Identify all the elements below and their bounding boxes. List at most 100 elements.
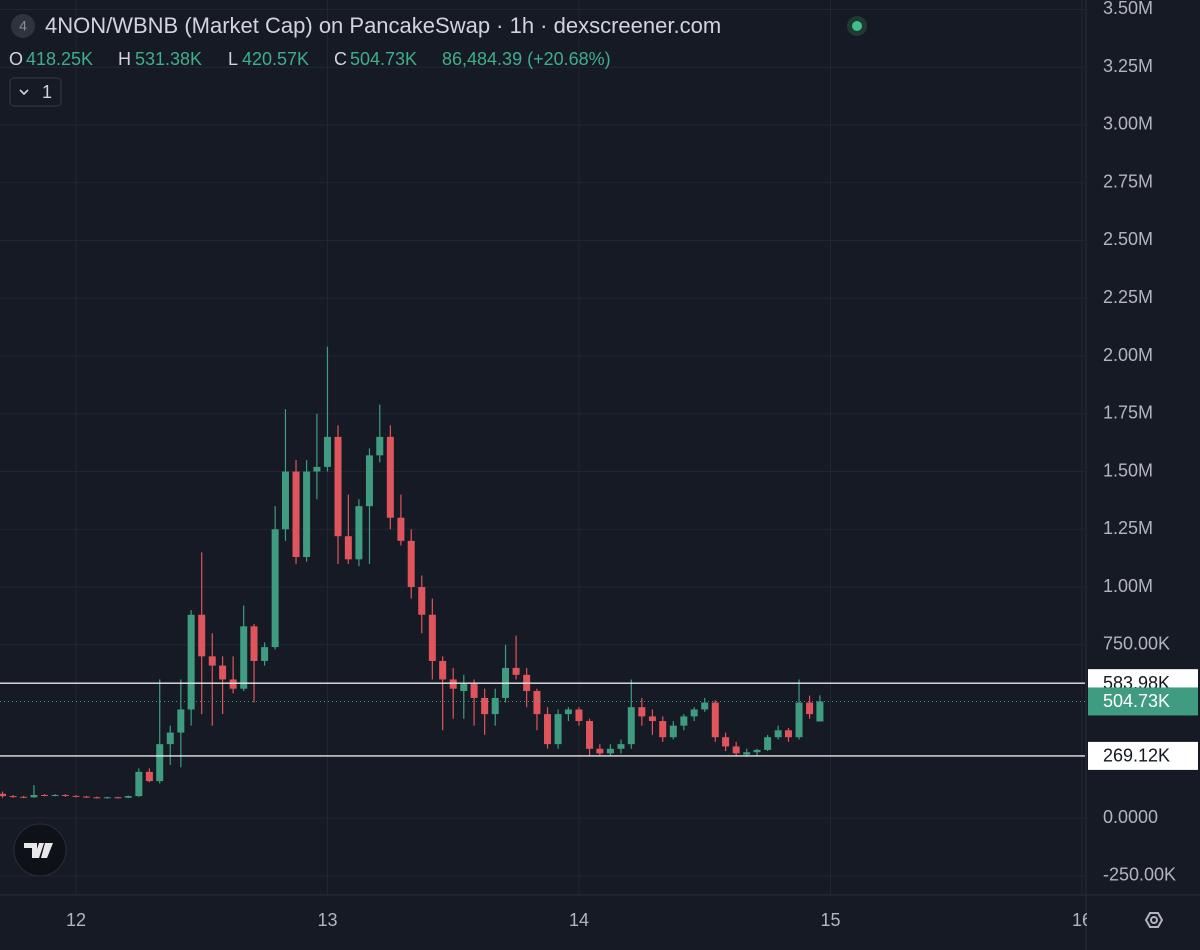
candle-body xyxy=(795,702,803,738)
candle-body xyxy=(30,794,38,798)
candle-body xyxy=(135,771,143,797)
candle-body xyxy=(449,679,457,689)
candle-body xyxy=(575,709,583,722)
candle-body xyxy=(711,702,719,738)
candle-body xyxy=(344,536,352,560)
candle-body xyxy=(701,702,709,710)
candle-body xyxy=(774,730,782,738)
y-tick-label: -250.00K xyxy=(1103,865,1176,885)
candle-body xyxy=(397,517,405,541)
interval-count: 1 xyxy=(42,82,52,102)
candle-body xyxy=(61,794,69,796)
candle-body xyxy=(124,796,132,798)
candle-body xyxy=(764,737,772,750)
candle-body xyxy=(784,730,792,738)
candle-body xyxy=(72,795,80,797)
candle-body xyxy=(722,737,730,747)
y-tick-label: 1.25M xyxy=(1103,518,1153,538)
y-tick-label: 0.0000 xyxy=(1103,807,1158,827)
candle-body xyxy=(145,771,153,782)
candle-body xyxy=(51,794,59,796)
candle-body xyxy=(376,436,384,456)
ohlc-key: H xyxy=(118,49,131,69)
candle-body xyxy=(627,707,635,745)
candle-body xyxy=(690,709,698,717)
candle-body xyxy=(0,793,7,797)
candle-body xyxy=(103,797,111,799)
candle-body xyxy=(271,529,279,648)
candle-body xyxy=(470,684,478,698)
y-tick-label: 1.00M xyxy=(1103,576,1153,596)
candle-body xyxy=(20,796,28,798)
candle-body xyxy=(460,684,468,692)
candle-body xyxy=(41,794,49,796)
interval-dropdown[interactable] xyxy=(9,77,62,107)
candle-body xyxy=(240,626,248,689)
candle-body xyxy=(638,707,646,717)
y-tick-label: 3.00M xyxy=(1103,114,1153,134)
candle-body xyxy=(334,436,342,537)
x-tick-label: 13 xyxy=(317,910,337,930)
ohlc-key: C xyxy=(334,49,347,69)
y-tick-label: 1.50M xyxy=(1103,460,1153,480)
candle-body xyxy=(114,797,122,799)
price-lines xyxy=(0,682,1085,757)
last-price-box xyxy=(1088,687,1198,716)
candle-body xyxy=(177,709,185,733)
chevron xyxy=(19,89,29,96)
candle-body xyxy=(586,721,594,749)
candle-body xyxy=(407,540,415,588)
candle-body xyxy=(292,471,300,558)
candle-body xyxy=(281,471,289,530)
candle-body xyxy=(669,725,677,738)
candle-body xyxy=(250,626,258,661)
candle-body xyxy=(386,436,394,518)
x-tick-label: 15 xyxy=(820,910,840,930)
candle-body xyxy=(208,656,216,666)
y-tick-label: 2.75M xyxy=(1103,171,1153,191)
candle-body xyxy=(554,714,562,745)
y-axis: -250.00K 0.0000 750.00K 1.00M 1.25M 1.50M 1.75… xyxy=(1103,0,1176,885)
status-dot xyxy=(852,21,862,31)
candle-body xyxy=(313,466,321,472)
settings-center xyxy=(1150,916,1158,924)
y-tick-label: 2.25M xyxy=(1103,287,1153,307)
candle-body xyxy=(219,665,227,680)
candle-body xyxy=(439,660,447,680)
y-tick-label: 3.25M xyxy=(1103,56,1153,76)
candle-body xyxy=(156,744,164,782)
ohlc-key: O xyxy=(9,49,23,69)
x-tick-label: 12 xyxy=(66,910,86,930)
candle-body xyxy=(680,716,688,726)
ohlc-key: L xyxy=(228,49,238,69)
last-price-label: 504.73K xyxy=(1103,691,1170,711)
ohlc-value: 418.25K xyxy=(26,49,93,69)
candle-body xyxy=(166,732,174,745)
candle-body xyxy=(596,748,604,754)
candle-body xyxy=(606,748,614,754)
y-tick-label: 750.00K xyxy=(1103,634,1170,654)
y-tick-label: 2.50M xyxy=(1103,229,1153,249)
candle-body xyxy=(564,709,572,715)
ohlc-value: 420.57K xyxy=(242,49,309,69)
ohlc-value: 531.38K xyxy=(135,49,202,69)
price-label-box xyxy=(1088,741,1198,770)
candle-body xyxy=(481,697,489,715)
badge xyxy=(11,14,35,38)
settings[interactable] xyxy=(1144,912,1164,928)
candle-body xyxy=(198,614,206,657)
y-tick-label: 1.75M xyxy=(1103,403,1153,423)
candle-body xyxy=(303,471,311,558)
candle-body xyxy=(753,749,761,753)
candle-body xyxy=(428,614,436,661)
change: 86,484.39 (+20.68%) xyxy=(442,49,611,69)
candle-body xyxy=(659,721,667,738)
candle-body xyxy=(533,691,541,715)
candle-body xyxy=(743,752,751,755)
x-tick-label: 16 xyxy=(1072,910,1092,930)
x-tick-label: 14 xyxy=(569,910,589,930)
candle-body xyxy=(323,436,331,467)
y-tick-label: 2.00M xyxy=(1103,345,1153,365)
